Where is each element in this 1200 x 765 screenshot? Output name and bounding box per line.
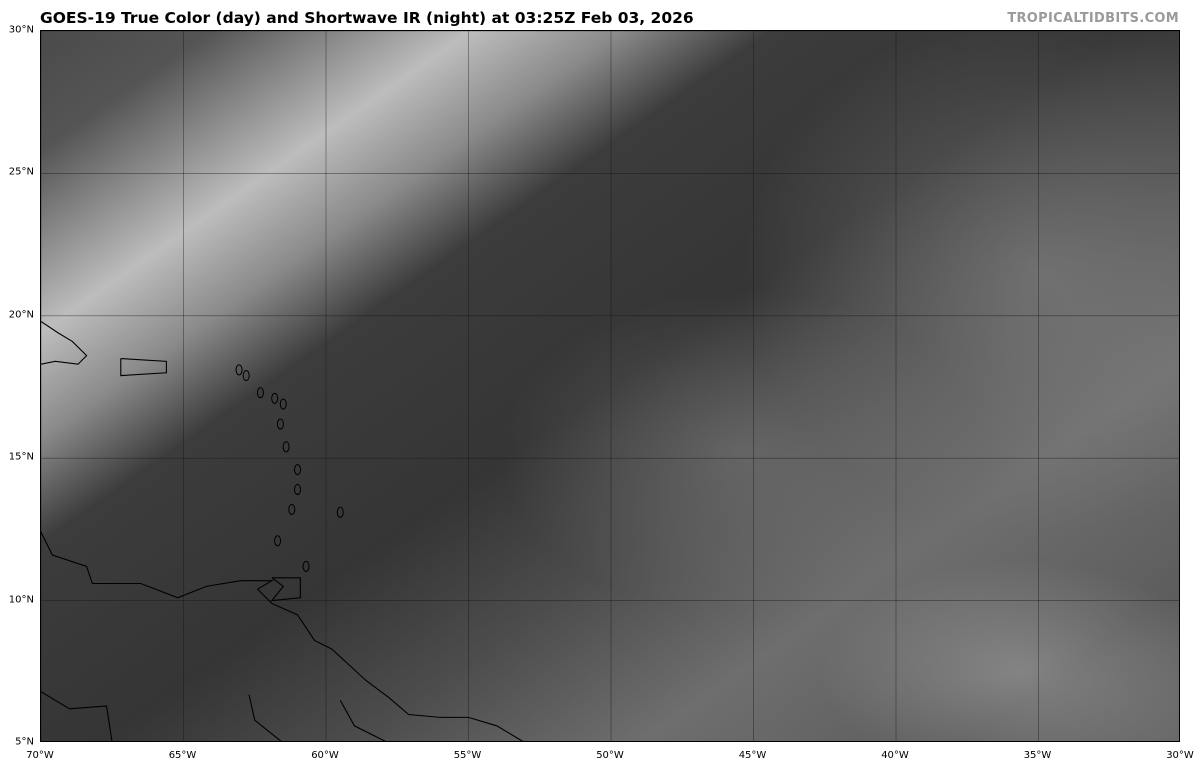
lon-label: 70°W xyxy=(26,750,54,761)
island-outline xyxy=(276,418,284,430)
island-outline xyxy=(235,364,243,376)
lat-label: 10°N xyxy=(8,594,34,606)
lat-label: 15°N xyxy=(8,451,34,463)
lat-label: 25°N xyxy=(8,166,34,178)
coastline xyxy=(41,321,88,365)
map-title: GOES-19 True Color (day) and Shortwave I… xyxy=(40,9,694,27)
island-outline xyxy=(288,503,296,515)
coastline xyxy=(248,694,282,741)
island-outline xyxy=(274,535,282,547)
island-outline xyxy=(279,398,287,410)
island-outline xyxy=(302,560,310,572)
lon-label: 65°W xyxy=(168,750,197,761)
coastline xyxy=(339,700,386,741)
credit-watermark: TROPICALTIDBITS.COM xyxy=(1007,11,1179,26)
lon-label: 40°W xyxy=(881,750,909,761)
satellite-map xyxy=(40,30,1180,742)
lon-label: 30°W xyxy=(1166,750,1194,761)
island-outline xyxy=(256,387,264,399)
island-outline xyxy=(271,392,279,404)
island-outline xyxy=(294,464,301,476)
lat-label: 5°N xyxy=(15,736,34,748)
lon-label: 55°W xyxy=(453,750,482,761)
lat-label: 30°N xyxy=(8,24,34,36)
lat-label: 20°N xyxy=(8,309,34,321)
coastline xyxy=(41,691,113,741)
coastline xyxy=(120,357,167,377)
island-outline xyxy=(242,370,250,382)
coastline xyxy=(270,577,301,602)
lon-label: 35°W xyxy=(1023,750,1052,761)
lon-label: 50°W xyxy=(596,750,624,761)
map-overlay xyxy=(41,31,1179,741)
island-outline xyxy=(336,506,344,518)
lon-label: 60°W xyxy=(311,750,339,761)
coastline xyxy=(41,532,524,741)
lon-label: 45°W xyxy=(738,750,767,761)
island-outline xyxy=(282,441,290,453)
island-outline xyxy=(294,484,301,496)
